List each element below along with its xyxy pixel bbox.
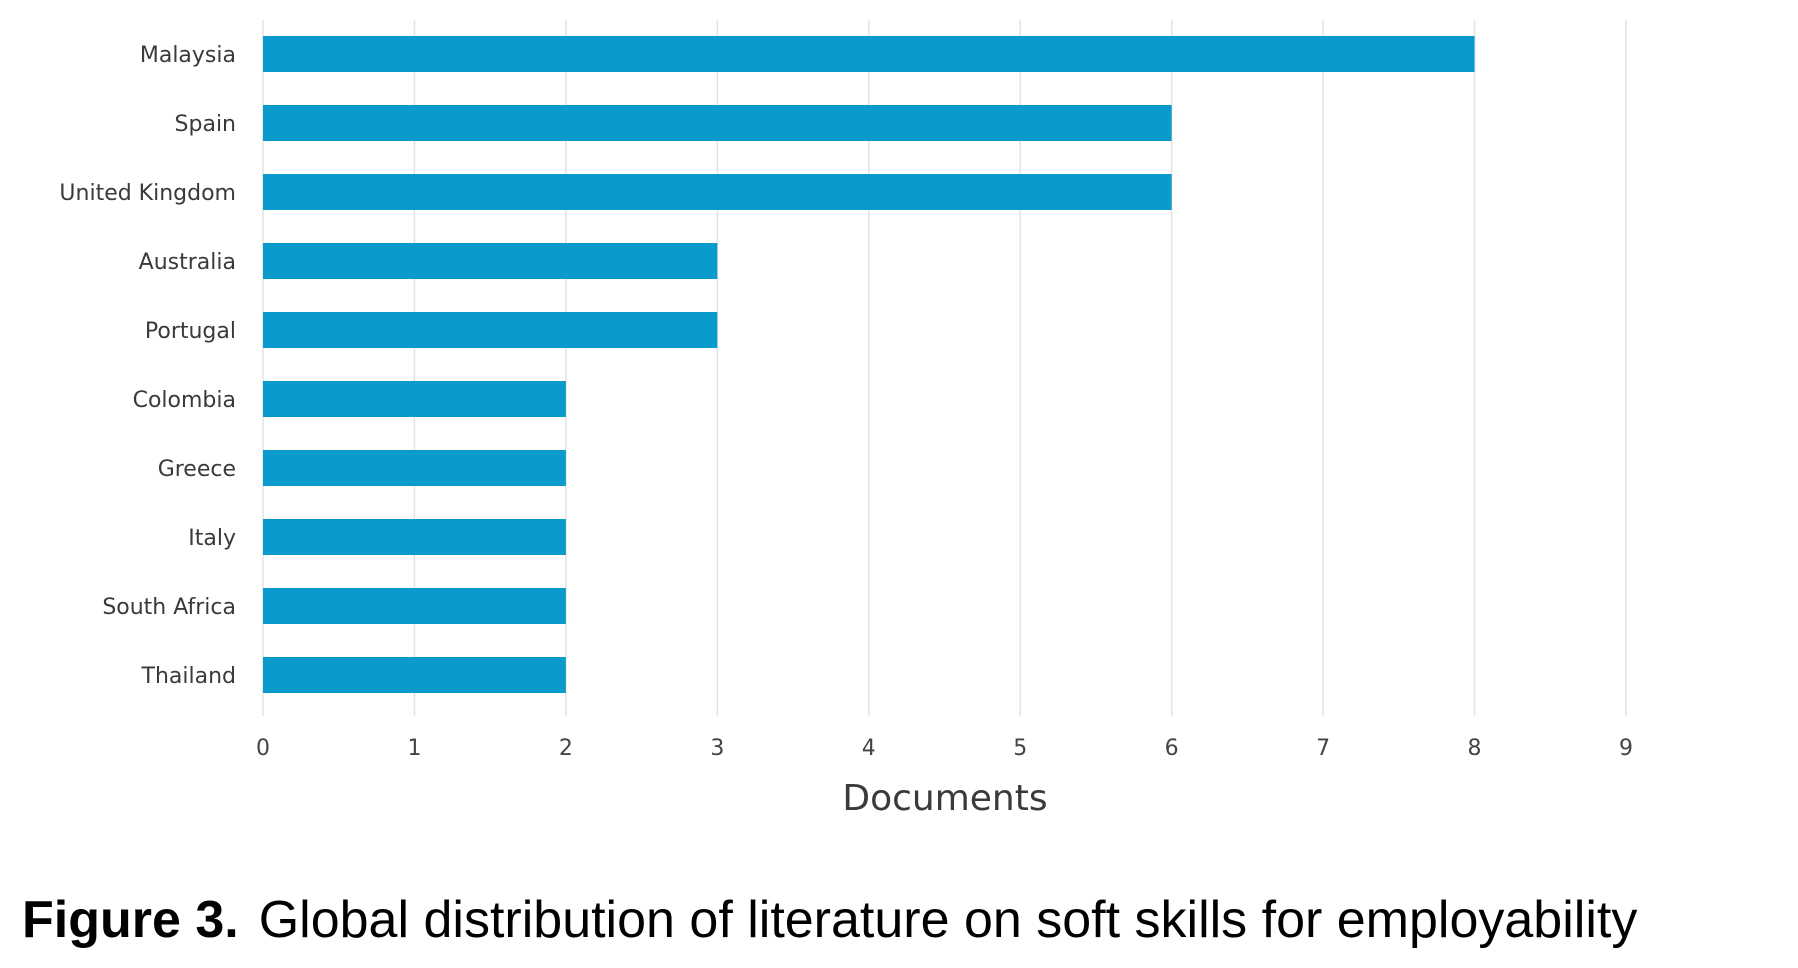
category-label-south-africa: South Africa: [102, 595, 236, 620]
bar-portugal: [263, 312, 718, 348]
bar-thailand: [263, 657, 566, 693]
x-tick-label-0: 0: [256, 736, 270, 761]
bar-colombia: [263, 381, 566, 417]
category-label-spain: Spain: [175, 112, 236, 137]
x-axis-title: Documents: [842, 778, 1047, 819]
category-labels: Malaysia Spain United Kingdom Australia Port…: [59, 43, 236, 689]
category-label-portugal: Portugal: [145, 319, 236, 344]
x-tick-label-7: 7: [1316, 736, 1330, 761]
bar-spain: [263, 105, 1172, 141]
category-label-thailand: Thailand: [141, 664, 236, 689]
figure-caption: Figure 3. Global distribution of literatu…: [22, 890, 1637, 950]
bar-greece: [263, 450, 566, 486]
category-label-united-kingdom: United Kingdom: [59, 181, 236, 206]
category-label-italy: Italy: [188, 526, 236, 551]
bar-south-africa: [263, 588, 566, 624]
x-tick-label-9: 9: [1619, 736, 1633, 761]
x-tick-label-5: 5: [1013, 736, 1027, 761]
x-tick-label-2: 2: [559, 736, 573, 761]
bar-australia: [263, 243, 718, 279]
bars: [263, 36, 1475, 693]
bar-chart: Malaysia Spain United Kingdom Australia Port…: [59, 20, 1633, 819]
x-tick-label-6: 6: [1165, 736, 1179, 761]
x-tick-labels: 0 1 2 3 4 5 6 7 8 9: [256, 736, 1633, 761]
category-label-colombia: Colombia: [133, 388, 236, 413]
bar-united-kingdom: [263, 174, 1172, 210]
caption-text: Global distribution of literature on sof…: [258, 891, 1638, 949]
x-tick-label-1: 1: [407, 736, 421, 761]
category-label-australia: Australia: [139, 250, 236, 275]
category-label-greece: Greece: [158, 457, 236, 482]
bar-italy: [263, 519, 566, 555]
x-tick-label-3: 3: [710, 736, 724, 761]
bar-malaysia: [263, 36, 1475, 72]
figure-label: Figure 3.: [22, 891, 239, 949]
x-tick-label-4: 4: [862, 736, 876, 761]
x-tick-label-8: 8: [1468, 736, 1482, 761]
category-label-malaysia: Malaysia: [140, 43, 236, 68]
